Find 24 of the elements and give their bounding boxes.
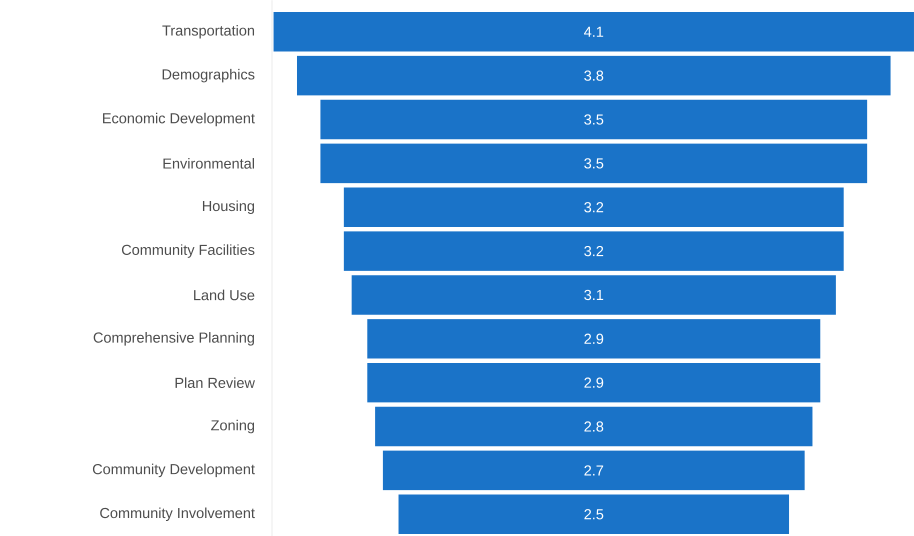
data-label: 3.5 bbox=[584, 158, 604, 168]
category-label: Community Facilities bbox=[122, 244, 254, 258]
category-label: Comprehensive Planning bbox=[94, 332, 254, 346]
data-label: 2.9 bbox=[584, 333, 604, 344]
data-label: 3.5 bbox=[584, 114, 604, 124]
category-label: Housing bbox=[202, 200, 254, 214]
category-label: Demographics bbox=[162, 68, 254, 82]
category-label: Land Use bbox=[194, 289, 254, 300]
data-label: 2.9 bbox=[584, 377, 604, 388]
data-label: 2.7 bbox=[584, 465, 604, 476]
category-label: Plan Review bbox=[176, 377, 255, 388]
data-label: 3.2 bbox=[584, 202, 604, 212]
data-label: 2.8 bbox=[584, 421, 604, 432]
data-label: 4.1 bbox=[584, 26, 604, 37]
category-label: Zoning bbox=[211, 420, 254, 434]
category-label: Economic Development bbox=[103, 112, 255, 126]
category-label: Environmental bbox=[163, 158, 254, 169]
data-label: 3.8 bbox=[584, 70, 604, 81]
category-label: Transportation bbox=[162, 24, 254, 38]
category-label: Community Development bbox=[92, 463, 255, 477]
category-label: Community Involvement bbox=[100, 507, 255, 521]
data-label: 2.5 bbox=[584, 508, 604, 520]
data-label: 3.2 bbox=[584, 246, 604, 256]
data-label: 3.1 bbox=[584, 290, 604, 300]
